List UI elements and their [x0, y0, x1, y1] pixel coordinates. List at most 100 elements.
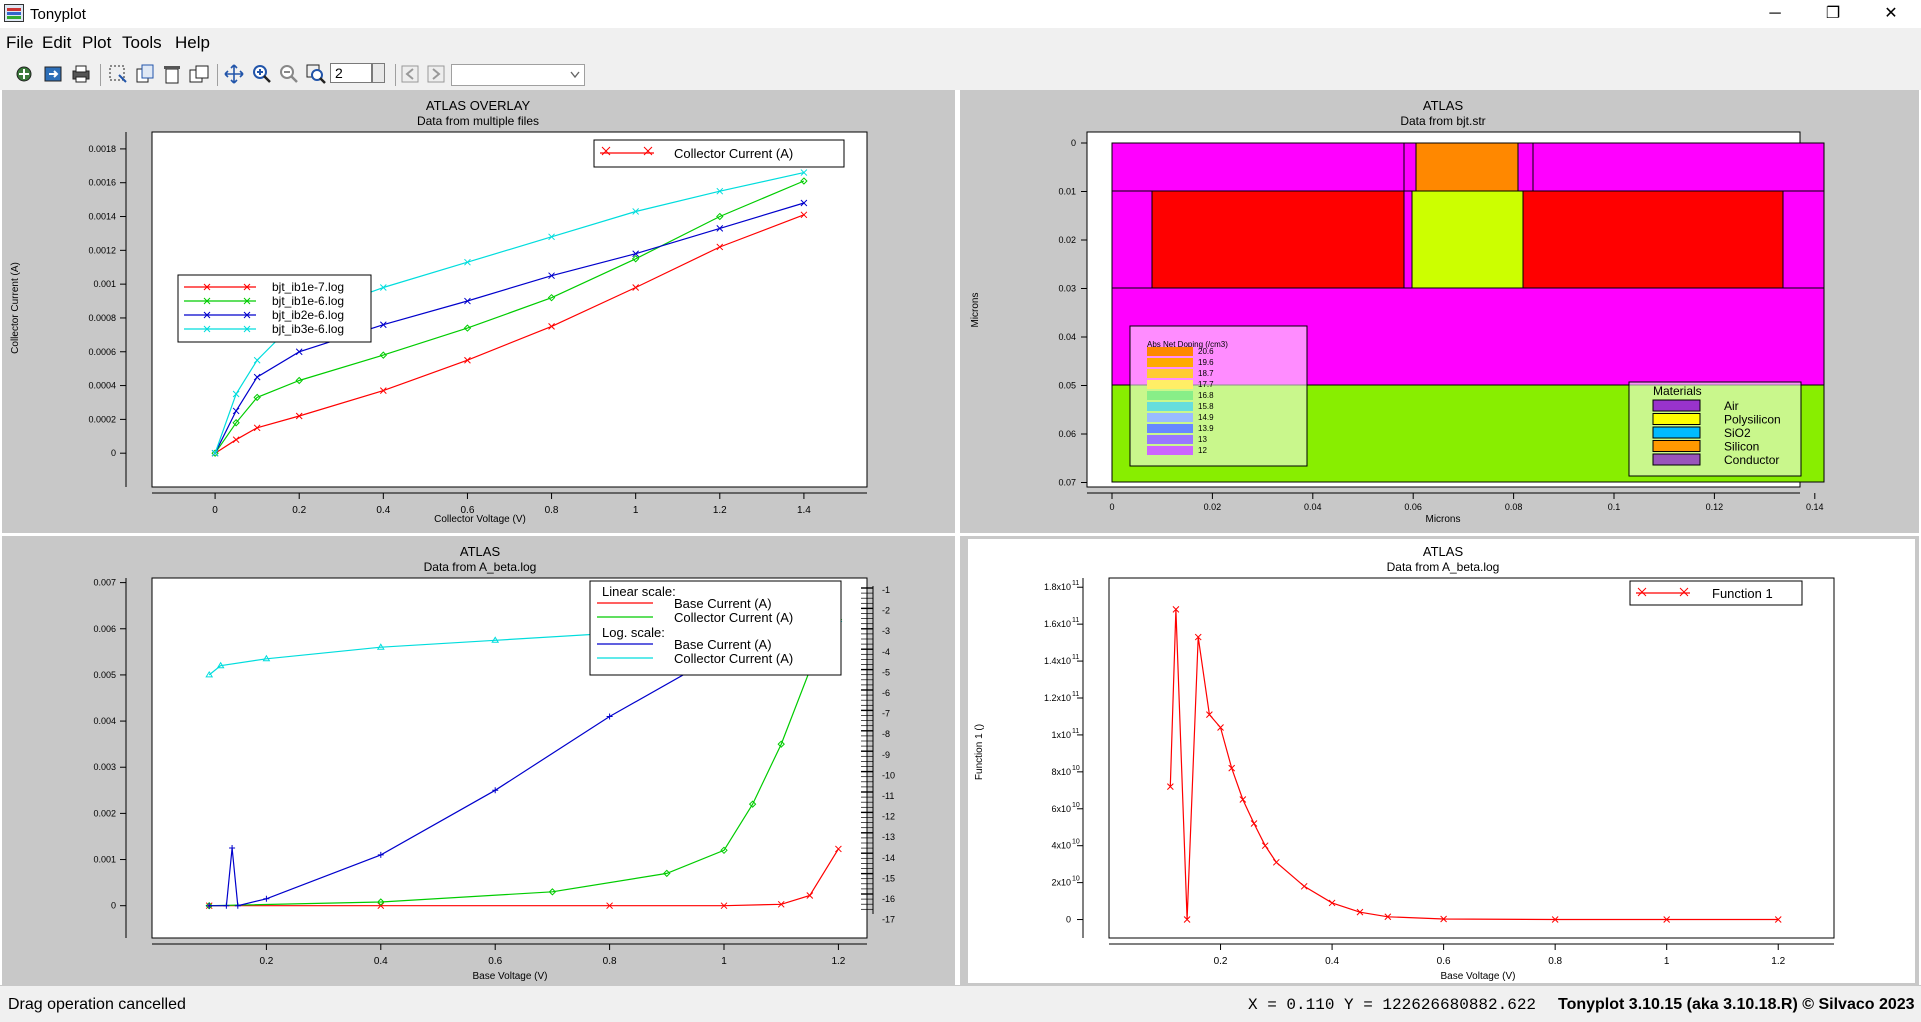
series-4-point [632, 208, 640, 215]
import-icon[interactable] [42, 63, 64, 85]
legend-label: bjt_ib1e-7.log [272, 280, 344, 294]
copy-icon[interactable] [134, 63, 156, 85]
plot-selector-dropdown[interactable] [451, 64, 585, 86]
x-axis-label: Base Voltage (V) [472, 971, 547, 982]
function-1-point [1261, 842, 1269, 850]
duplicate-icon[interactable] [188, 63, 210, 85]
zoom-in-icon[interactable] [251, 63, 273, 85]
y-tick-label: 1.4x10 [1044, 656, 1071, 666]
x-tick-label: 0.2 [1214, 956, 1228, 967]
menu-file[interactable]: File [6, 33, 34, 52]
function-1-point [1551, 916, 1559, 923]
series-2-point [211, 449, 219, 457]
doping-swatch [1147, 435, 1193, 444]
doping-level-label: 13.9 [1198, 424, 1214, 433]
prev-icon[interactable] [399, 63, 421, 85]
x-tick-label: 1.2 [713, 505, 727, 516]
series-2-point [232, 419, 240, 427]
x-tick-label: 0.12 [1706, 502, 1724, 512]
doping-level-label: 12 [1198, 446, 1207, 455]
y-tick-exponent: 11 [1072, 617, 1079, 624]
doping-swatch [1147, 402, 1193, 411]
series-2-point [716, 212, 724, 221]
menu-edit[interactable]: Edit [42, 33, 72, 52]
y-tick-label: 1.8x10 [1044, 582, 1071, 592]
beta-plot-panel[interactable]: ATLAS Data from A_beta.log 0.2 0.4 0.6 0.8 1… [2, 536, 955, 985]
y-tick-label: 1.2x10 [1044, 693, 1071, 703]
series-3-point [548, 272, 555, 280]
function-1-point [1206, 711, 1213, 718]
legend: Linear scale: Base Current (A) Collector… [589, 580, 842, 676]
x-tick-label: 0.04 [1304, 502, 1322, 512]
doping-swatch [1147, 391, 1193, 400]
series-3-point [800, 199, 808, 207]
overlay-plot-panel[interactable]: ATLAS OVERLAY Data from multiple files 0… [2, 90, 955, 533]
series-2-point [748, 800, 757, 808]
tonyplot-app-icon [4, 4, 24, 22]
zoom-out-icon[interactable] [278, 63, 300, 85]
select-icon[interactable] [107, 63, 129, 85]
series-1-point [720, 902, 728, 910]
chart-subtitle: Data from A_beta.log [1387, 560, 1500, 574]
y2-tick-label: -11 [882, 791, 894, 801]
series-3-point [234, 902, 241, 909]
beta-chart: ATLAS Data from A_beta.log 0.2 0.4 0.6 0.8 1… [93, 544, 895, 982]
y-tick-label: 0.06 [1058, 429, 1076, 439]
structure-plot-panel[interactable]: ATLAS Data from bjt.str 0 0.02 0.04 0.06 0.0… [960, 90, 1919, 533]
zoom-level-stepper[interactable] [372, 63, 385, 83]
y-tick-label: 0.01 [1058, 187, 1076, 197]
close-button[interactable]: ✕ [1884, 5, 1898, 22]
doping-legend: Abs Net Doping (/cm3) 20.6 19.6 18.7 17.7 16… [1129, 325, 1308, 467]
y-tick-label: 0.04 [1058, 332, 1076, 342]
y-tick-label: 0.0016 [88, 178, 116, 188]
maximize-button[interactable]: ❐ [1825, 5, 1841, 22]
zoom-window-icon[interactable] [305, 63, 327, 85]
delete-icon[interactable] [161, 63, 183, 85]
legend-marker [203, 311, 251, 319]
chart-title: ATLAS [1423, 98, 1464, 113]
legend-log-collector: Collector Current (A) [674, 651, 793, 666]
function-plot-panel[interactable]: ATLAS Data from A_beta.log 0.2 0.4 0.6 0.8 1… [960, 536, 1919, 985]
function-1-point [1166, 783, 1174, 790]
doping-swatch [1147, 358, 1193, 367]
material-label: SiO2 [1724, 426, 1751, 440]
y2-tick-label: -9 [882, 750, 890, 760]
y2-tick-label: -16 [882, 894, 895, 904]
x-tick-label: 1 [1664, 956, 1670, 967]
chevron-down-icon [570, 71, 580, 79]
doping-swatch [1147, 380, 1193, 389]
next-icon[interactable] [425, 63, 447, 85]
y-tick-label: 0 [1066, 915, 1071, 925]
series-4-point [464, 258, 471, 266]
pan-icon[interactable] [223, 63, 245, 85]
x-tick-label: 0.8 [545, 505, 559, 516]
zoom-level-input[interactable] [330, 63, 372, 83]
version-label: Tonyplot 3.10.15 (aka 3.10.18.R) © Silva… [1558, 996, 1915, 1013]
series-2-point [377, 898, 385, 906]
doping-legend-title: Abs Net Doping (/cm3) [1147, 340, 1228, 349]
function-1-point [1217, 724, 1224, 731]
print-icon[interactable] [70, 63, 92, 85]
series-2-point [253, 393, 261, 402]
menu-plot[interactable]: Plot [82, 33, 112, 52]
material-label: Conductor [1724, 453, 1779, 467]
y2-tick-label: -15 [882, 873, 895, 883]
doping-level-label: 13 [1198, 435, 1207, 444]
title-bar: Tonyplot ─ ❐ ✕ [0, 0, 1921, 28]
doping-level-label: 14.9 [1198, 413, 1214, 422]
menu-tools[interactable]: Tools [122, 33, 162, 52]
legend-log-heading: Log. scale: [602, 625, 665, 640]
series-3-point [492, 787, 499, 794]
y-tick-label: 0.004 [93, 716, 116, 726]
chart-subtitle: Data from bjt.str [1400, 114, 1485, 128]
doping-swatch [1147, 424, 1193, 433]
menu-help[interactable]: Help [175, 33, 210, 52]
y-axis-label: Function 1 () [974, 724, 985, 780]
doping-swatch [1147, 347, 1193, 356]
series-2-point [800, 177, 808, 185]
minimize-button[interactable]: ─ [1769, 5, 1781, 22]
x-axis-label: Microns [1425, 514, 1460, 525]
open-icon[interactable] [13, 63, 35, 85]
series-2-point [663, 869, 671, 878]
y2-tick-label: -13 [882, 832, 895, 842]
